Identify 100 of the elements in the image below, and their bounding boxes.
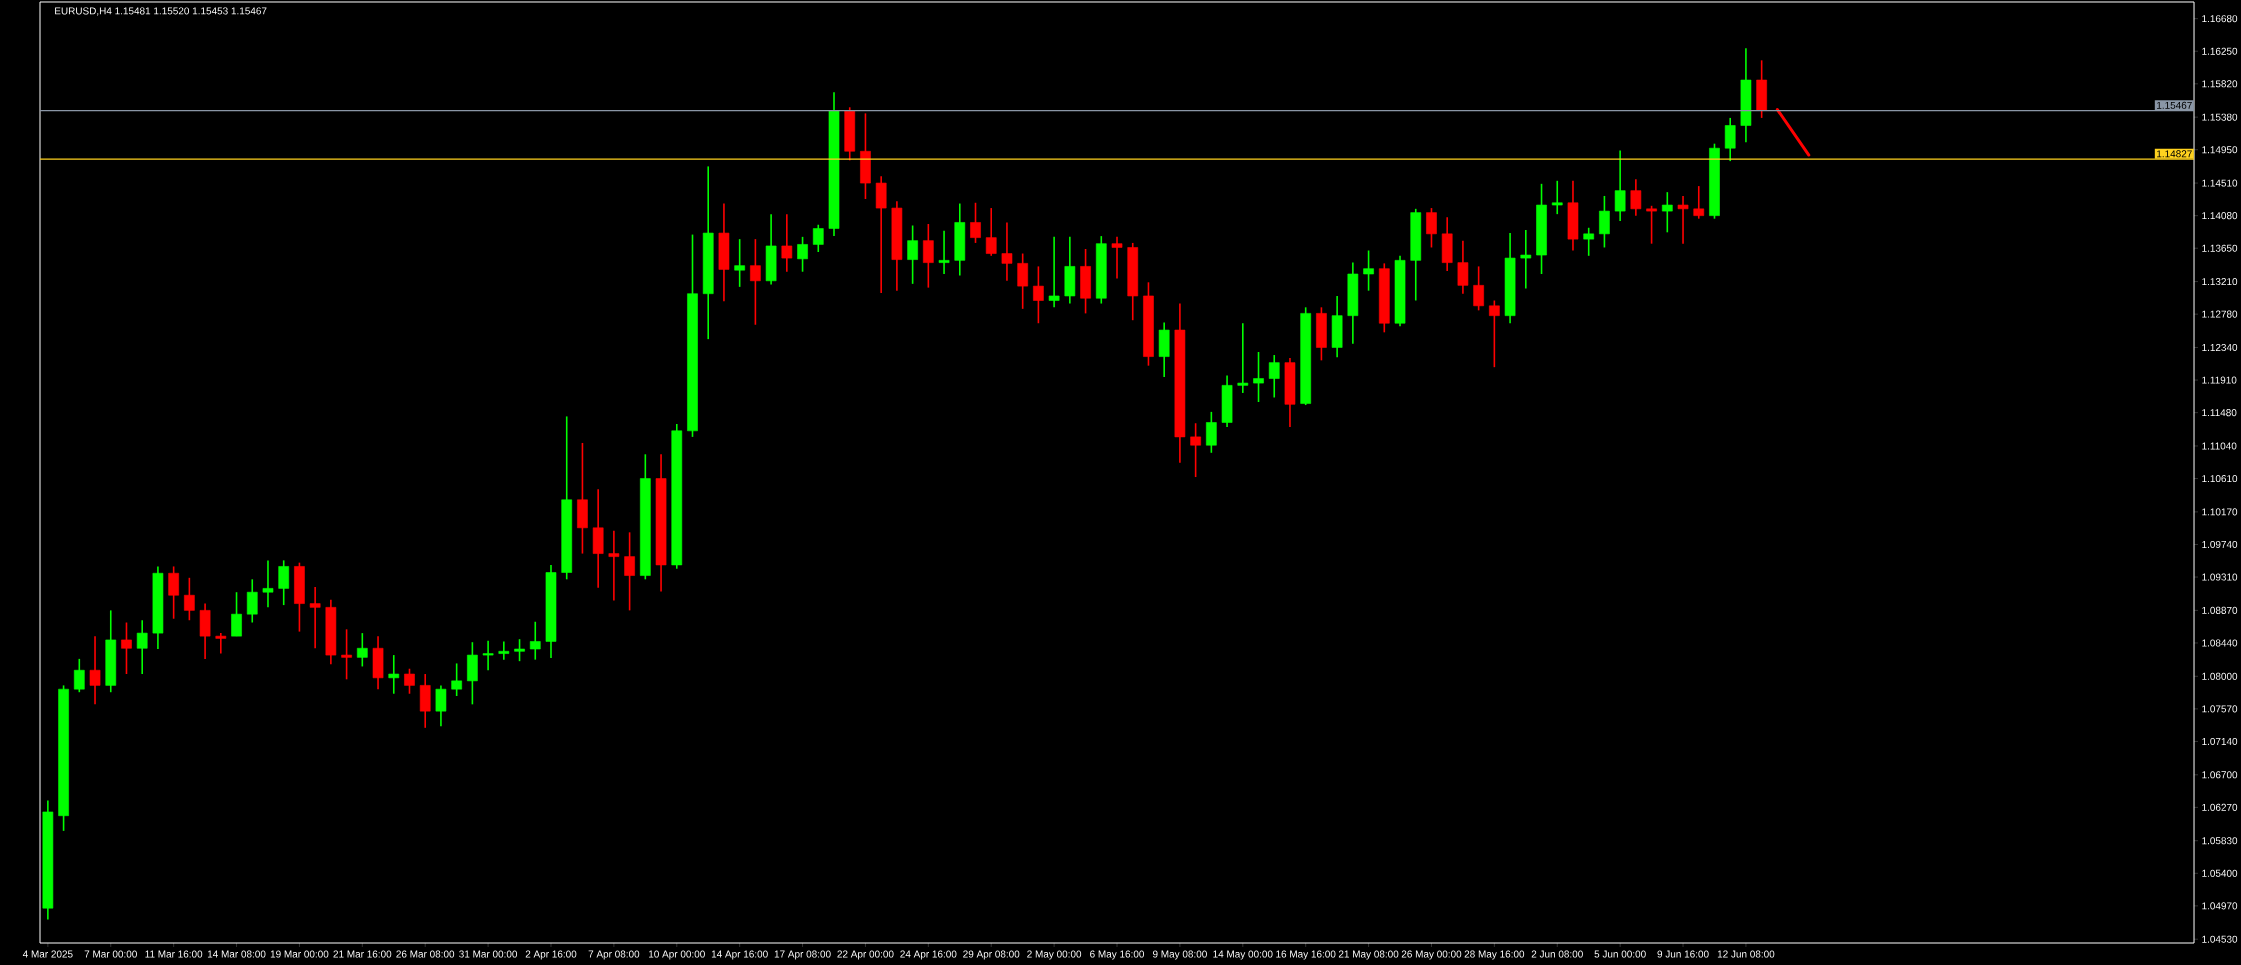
- candlestick: [1677, 195, 1689, 245]
- candlestick: [1363, 249, 1374, 292]
- candlestick: [970, 201, 981, 244]
- y-tick-label: 1.15380: [2202, 113, 2238, 121]
- x-tick-label: 28 May 16:00: [1464, 950, 1525, 960]
- candlestick: [1583, 226, 1595, 257]
- y-tick-label: 1.08000: [2202, 672, 2238, 680]
- candlestick: [1614, 149, 1626, 222]
- candlestick: [1693, 185, 1705, 220]
- ref-line-label: 1.14827: [2157, 150, 2192, 158]
- y-tick-label: 1.07570: [2202, 705, 2238, 713]
- candlestick: [938, 230, 950, 275]
- candlestick: [781, 213, 793, 273]
- y-tick-label: 1.08870: [2202, 606, 2238, 614]
- x-tick-label: 14 May 00:00: [1213, 950, 1273, 960]
- candlestick: [136, 619, 148, 675]
- x-tick-label: 7 Apr 08:00: [588, 950, 640, 960]
- candlestick: [907, 224, 918, 285]
- candlestick: [1724, 117, 1736, 162]
- chart-title: EURUSD,H4 1.15481 1.15520 1.15453 1.15467: [55, 7, 267, 16]
- y-tick-label: 1.11910: [2202, 376, 2237, 384]
- candlestick: [231, 591, 242, 637]
- x-tick-label: 31 Mar 00:00: [459, 950, 518, 958]
- x-tick-label: 2 Apr 16:00: [525, 950, 577, 960]
- candlestick: [812, 223, 824, 253]
- candlestick: [1048, 236, 1060, 309]
- x-tick-label: 7 Mar 00:00: [84, 950, 137, 958]
- candlestick: [356, 632, 368, 668]
- x-tick-label: 26 Mar 08:00: [396, 950, 455, 958]
- candlestick: [168, 565, 179, 620]
- y-tick-label: 1.13650: [2202, 244, 2238, 252]
- x-tick-label: 9 Jun 16:00: [1657, 950, 1709, 958]
- x-tick-label: 19 Mar 00:00: [270, 950, 329, 958]
- y-tick-label: 1.11040: [2202, 442, 2237, 450]
- x-tick-label: 21 Mar 16:00: [333, 950, 392, 958]
- candlestick: [1599, 195, 1610, 249]
- x-tick-label: 5 Jun 00:00: [1594, 950, 1646, 958]
- y-tick-label: 1.13210: [2202, 278, 2238, 286]
- candlestick: [529, 620, 541, 661]
- candlestick: [985, 207, 997, 257]
- candlestick: [1426, 207, 1437, 249]
- candlestick: [1646, 205, 1657, 245]
- candlestick: [341, 628, 352, 681]
- y-tick-label: 1.04970: [2202, 902, 2238, 910]
- y-tick-label: 1.14080: [2202, 212, 2238, 220]
- candlestick: [1190, 422, 1201, 478]
- y-tick-label: 1.05400: [2202, 869, 2238, 877]
- candlestick: [404, 667, 415, 695]
- candlestick: [215, 632, 227, 655]
- y-tick-label: 1.14510: [2202, 179, 2238, 187]
- y-tick-label: 1.07140: [2202, 737, 2238, 745]
- candlestick: [1661, 191, 1673, 234]
- y-tick-label: 1.10610: [2202, 475, 2238, 483]
- x-tick-label: 26 May 00:00: [1401, 950, 1462, 960]
- candlestick: [482, 639, 494, 672]
- x-tick-label: 17 Apr 08:00: [774, 950, 831, 960]
- candlestick: [1551, 180, 1563, 215]
- x-tick-label: 2 May 00:00: [1027, 950, 1082, 960]
- candlestick: [388, 654, 400, 695]
- y-tick-label: 1.14950: [2202, 146, 2238, 154]
- candlestick: [278, 559, 290, 606]
- x-tick-label: 2 Jun 08:00: [1531, 950, 1583, 958]
- y-tick-label: 1.06700: [2202, 771, 2238, 779]
- y-tick-label: 1.06270: [2202, 803, 2238, 811]
- y-tick-label: 1.15820: [2202, 80, 2238, 88]
- candlestick: [734, 238, 745, 288]
- candlestick: [1017, 252, 1029, 310]
- candlestick: [1253, 351, 1264, 403]
- x-tick-label: 10 Apr 00:00: [649, 950, 705, 960]
- candlestick: [1520, 229, 1532, 290]
- y-tick-label: 1.11480: [2202, 409, 2237, 417]
- x-tick-label: 22 Apr 00:00: [837, 950, 894, 960]
- candlestick: [1206, 411, 1217, 454]
- candlestick: [121, 621, 132, 675]
- candlestick: [1268, 354, 1280, 399]
- x-tick-label: 29 Apr 08:00: [963, 950, 1020, 960]
- x-tick-label: 11 Mar 16:00: [145, 950, 203, 958]
- candlestick: [1001, 221, 1013, 282]
- candlestick: [1489, 299, 1500, 368]
- candlestick: [608, 530, 620, 602]
- candlestick: [435, 684, 447, 728]
- y-tick-label: 1.12340: [2202, 343, 2238, 351]
- candlestick: [184, 577, 195, 622]
- candlestick: [797, 236, 808, 273]
- candlestick: [1033, 265, 1044, 325]
- candlestick: [514, 638, 525, 662]
- ref-line-label: 1.15467: [2157, 101, 2192, 109]
- x-tick-label: 14 Mar 08:00: [207, 950, 266, 958]
- x-tick-label: 24 Apr 16:00: [900, 950, 957, 960]
- y-tick-label: 1.08440: [2202, 639, 2238, 647]
- candlestick: [1237, 322, 1249, 394]
- x-tick-label: 6 May 16:00: [1090, 950, 1145, 960]
- x-tick-label: 14 Apr 16:00: [711, 950, 768, 960]
- y-tick-label: 1.12780: [2202, 310, 2238, 318]
- x-tick-label: 9 May 08:00: [1152, 950, 1207, 960]
- y-tick-label: 1.05830: [2202, 837, 2238, 845]
- candlestick: [1630, 178, 1642, 217]
- y-tick-label: 1.09740: [2202, 540, 2238, 548]
- candlestick: [73, 658, 85, 694]
- candlestick: [498, 640, 510, 661]
